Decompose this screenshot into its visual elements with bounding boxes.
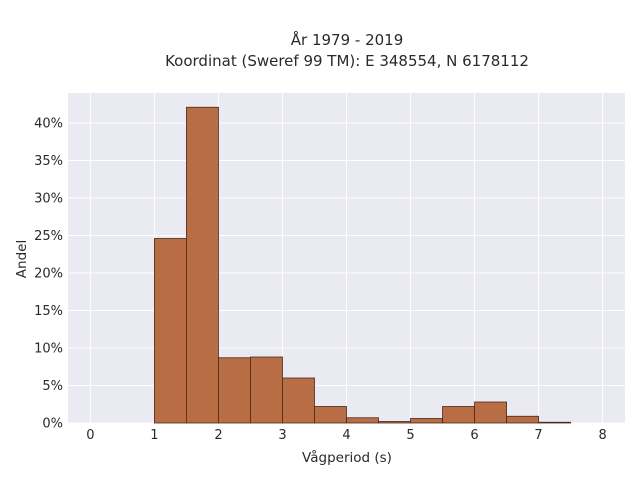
- x-tick-label: 0: [86, 428, 94, 443]
- histogram-bar: [282, 377, 315, 424]
- y-tick-label: 10%: [34, 342, 63, 357]
- y-tick-labels: 0% 5% 10% 15% 20% 25% 30% 35% 40%: [34, 117, 63, 432]
- x-tick-labels: 0 1 2 3 4 5 6 7 8: [86, 428, 606, 443]
- histogram-bar: [474, 401, 507, 424]
- x-axis-label: Vågperiod (s): [302, 449, 392, 466]
- y-tick-label: 40%: [34, 117, 63, 132]
- chart-title-line2: Koordinat (Sweref 99 TM): E 348554, N 61…: [165, 52, 529, 70]
- y-tick-label: 20%: [34, 267, 63, 282]
- x-tick-label: 4: [342, 428, 350, 443]
- y-tick-label: 5%: [42, 379, 63, 394]
- y-tick-label: 25%: [34, 229, 63, 244]
- y-axis-label: Andel: [14, 240, 30, 278]
- y-tick-label: 35%: [34, 154, 63, 169]
- y-tick-label: 30%: [34, 192, 63, 207]
- x-tick-label: 6: [470, 428, 478, 443]
- histogram-bar: [250, 356, 283, 424]
- histogram-bar: [538, 421, 571, 424]
- x-tick-label: 3: [278, 428, 286, 443]
- histogram-bar: [410, 418, 443, 424]
- histogram-bar: [218, 357, 251, 424]
- histogram-bar: [378, 421, 411, 424]
- histogram-bar: [154, 238, 187, 424]
- x-tick-label: 2: [214, 428, 222, 443]
- y-tick-label: 0%: [42, 417, 63, 432]
- x-tick-label: 8: [598, 428, 606, 443]
- histogram-bar: [506, 415, 539, 424]
- histogram-bar: [314, 406, 347, 424]
- x-tick-label: 1: [150, 428, 158, 443]
- chart-title-line1: År 1979 - 2019: [291, 30, 404, 49]
- histogram-bar: [186, 106, 219, 424]
- y-tick-label: 15%: [34, 304, 63, 319]
- histogram-bar: [442, 406, 475, 424]
- x-tick-label: 7: [534, 428, 542, 443]
- histogram-bar: [346, 417, 379, 424]
- histogram-bars: [154, 106, 571, 424]
- x-tick-label: 5: [406, 428, 414, 443]
